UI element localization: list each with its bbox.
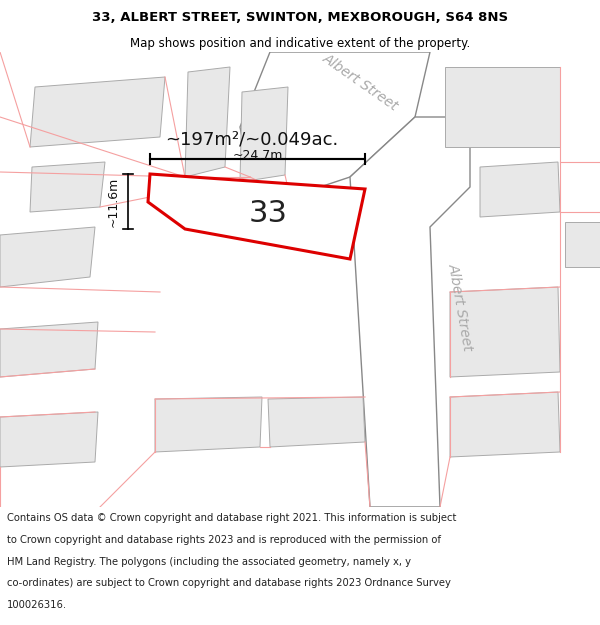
Polygon shape [445,67,560,147]
Polygon shape [185,67,230,177]
Text: Contains OS data © Crown copyright and database right 2021. This information is : Contains OS data © Crown copyright and d… [7,513,457,523]
Polygon shape [450,287,560,377]
Text: Map shows position and indicative extent of the property.: Map shows position and indicative extent… [130,38,470,51]
Text: co-ordinates) are subject to Crown copyright and database rights 2023 Ordnance S: co-ordinates) are subject to Crown copyr… [7,578,451,588]
Text: Albert Street: Albert Street [445,262,475,352]
Text: HM Land Registry. The polygons (including the associated geometry, namely x, y: HM Land Registry. The polygons (includin… [7,556,411,566]
Polygon shape [450,392,560,457]
Text: ~197m²/~0.049ac.: ~197m²/~0.049ac. [165,130,338,148]
Polygon shape [0,52,600,507]
Polygon shape [30,77,165,147]
Text: 33: 33 [248,199,287,229]
Text: ~11.6m: ~11.6m [107,176,120,227]
Polygon shape [0,227,95,287]
Text: 33, ALBERT STREET, SWINTON, MEXBOROUGH, S64 8NS: 33, ALBERT STREET, SWINTON, MEXBOROUGH, … [92,11,508,24]
Polygon shape [480,162,560,217]
Text: Albert Street: Albert Street [320,51,400,113]
Polygon shape [268,397,365,447]
Polygon shape [0,412,98,467]
Text: to Crown copyright and database rights 2023 and is reproduced with the permissio: to Crown copyright and database rights 2… [7,535,441,545]
Polygon shape [30,162,105,212]
Polygon shape [240,87,288,182]
Polygon shape [565,222,600,267]
Polygon shape [0,322,98,377]
Polygon shape [155,397,262,452]
Polygon shape [350,117,470,507]
Text: ~24.7m: ~24.7m [232,149,283,162]
Text: 100026316.: 100026316. [7,600,67,610]
Polygon shape [148,174,365,259]
Polygon shape [240,52,430,197]
